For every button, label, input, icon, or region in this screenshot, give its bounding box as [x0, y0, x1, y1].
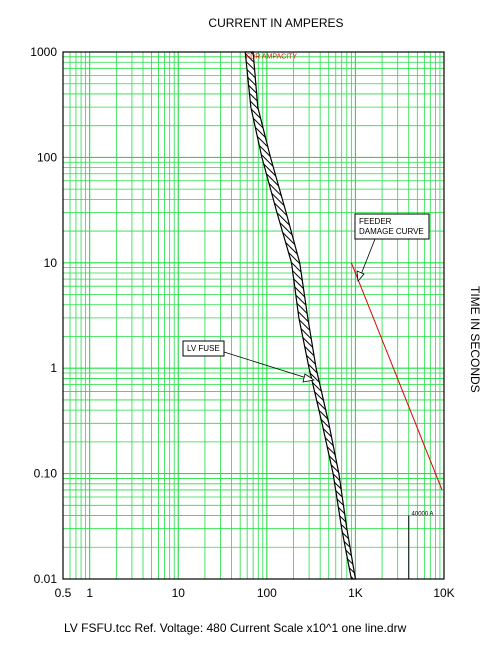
feeder-callout: FEEDER DAMAGE CURVE — [354, 213, 430, 282]
fuse-arrowhead — [302, 373, 316, 383]
x-tick-label: 10K — [433, 586, 454, 600]
fuse-curve-band — [244, 51, 357, 580]
x-tick-label: 1K — [348, 586, 363, 600]
y-tick-label: 100 — [37, 150, 57, 164]
fuse-label: LV FUSE — [187, 344, 220, 353]
y-tick-label: 0.10 — [34, 467, 58, 481]
feeder-label-line2: DAMAGE CURVE — [359, 227, 424, 236]
chart-title: CURRENT IN AMPERES — [208, 16, 344, 30]
feeder-arrowhead — [356, 270, 365, 282]
x-tick-label: 10 — [172, 586, 186, 600]
chart-series: FDR AMPACITY 40000 A — [244, 51, 443, 580]
feeder-leader-line — [359, 238, 376, 278]
chart-grid — [62, 52, 444, 580]
y-tick-label: 1 — [50, 361, 57, 375]
y-tick-label: 0.01 — [34, 572, 58, 586]
feeder-label-line1: FEEDER — [359, 217, 392, 226]
y-tick-label: 10 — [44, 256, 58, 270]
fuse-callout: LV FUSE — [182, 340, 316, 383]
fdr-ampacity-label: FDR AMPACITY — [246, 53, 298, 60]
feeder-damage-curve — [350, 262, 443, 491]
x-tick-label: 100 — [257, 586, 277, 600]
tick-labels: 0.5 1 10 100 1K 10K 1000 100 10 1 0.10 0.01 — [30, 45, 454, 600]
x-tick-label: 0.5 — [55, 586, 72, 600]
fault-current-label: 40000 A — [412, 512, 434, 518]
x-tick-label: 1 — [86, 586, 93, 600]
y-axis-label: TIME IN SECONDS — [468, 286, 482, 393]
footer-status: LV FSFU.tcc Ref. Voltage: 480 Current Sc… — [64, 621, 407, 635]
y-tick-label: 1000 — [30, 45, 57, 59]
fuse-leader-line — [223, 351, 311, 380]
